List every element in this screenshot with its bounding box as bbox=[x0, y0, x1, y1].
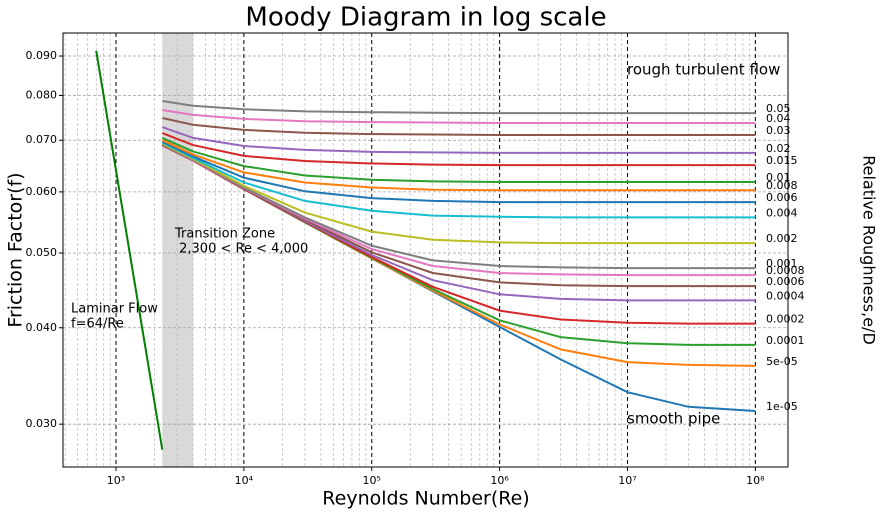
annotation: Transition Zone bbox=[174, 227, 275, 242]
line bbox=[161, 136, 756, 183]
series-label: 0.0004 bbox=[766, 289, 805, 302]
y-tick-label: 0.050 bbox=[26, 246, 58, 259]
line bbox=[162, 109, 756, 124]
y-tick-label: 0.030 bbox=[26, 417, 58, 430]
annotation: smooth pipe bbox=[627, 410, 720, 428]
y-axis-label: Friction Factor(f) bbox=[5, 172, 27, 327]
series-label: 0.002 bbox=[766, 232, 798, 245]
series-label: 0.03 bbox=[766, 124, 791, 137]
x-tick-label: 10⁸ bbox=[746, 474, 765, 487]
line bbox=[162, 100, 756, 115]
y-tick-label: 0.040 bbox=[26, 321, 58, 334]
line bbox=[161, 140, 756, 204]
line bbox=[161, 141, 756, 219]
line bbox=[161, 142, 756, 245]
x-tick-label: 10⁴ bbox=[235, 474, 254, 487]
annotation: Laminar Flow bbox=[71, 302, 158, 317]
series-label: 0.04 bbox=[766, 112, 791, 125]
annotation: 2,300 < Re < 4,000 bbox=[175, 242, 308, 257]
series-label: 0.0006 bbox=[766, 275, 805, 288]
x-tick-label: 10⁶ bbox=[490, 474, 509, 487]
series-label: 0.0001 bbox=[766, 334, 805, 347]
series-label: 0.05 bbox=[766, 102, 791, 115]
series-label: 0.006 bbox=[766, 191, 798, 204]
series-label: 5e-05 bbox=[766, 355, 798, 368]
line bbox=[161, 126, 756, 154]
series-label: 0.02 bbox=[766, 142, 791, 155]
series-label: 1e-05 bbox=[766, 400, 798, 413]
line bbox=[162, 117, 756, 136]
y2-axis-label: Relative Roughness,e/D bbox=[860, 155, 879, 345]
series-label: 0.004 bbox=[766, 206, 798, 219]
y-tick-label: 0.060 bbox=[26, 185, 58, 198]
line bbox=[161, 143, 756, 270]
plot-frame bbox=[62, 32, 789, 468]
chart-title: Moody Diagram in log scale bbox=[245, 3, 606, 33]
x-tick-label: 10⁷ bbox=[618, 474, 636, 487]
series-label: 0.0008 bbox=[766, 264, 805, 277]
x-tick-label: 10⁵ bbox=[363, 474, 381, 487]
laminar-line bbox=[95, 50, 164, 450]
line bbox=[161, 139, 756, 192]
y-tick-label: 0.090 bbox=[26, 49, 58, 62]
series-label: 0.001 bbox=[766, 257, 798, 270]
annotation: rough turbulent flow bbox=[627, 61, 780, 79]
series-label: 0.01 bbox=[766, 171, 791, 184]
annotation: f=64/Re bbox=[71, 317, 124, 332]
x-tick-label: 10³ bbox=[107, 474, 125, 487]
x-axis-label: Reynolds Number(Re) bbox=[322, 488, 529, 510]
y-tick-label: 0.070 bbox=[26, 133, 58, 146]
line bbox=[161, 132, 756, 167]
series-label: 0.0002 bbox=[766, 313, 805, 326]
series-label: 0.015 bbox=[766, 154, 798, 167]
series-label: 0.008 bbox=[766, 179, 798, 192]
y-tick-label: 0.080 bbox=[26, 88, 58, 101]
